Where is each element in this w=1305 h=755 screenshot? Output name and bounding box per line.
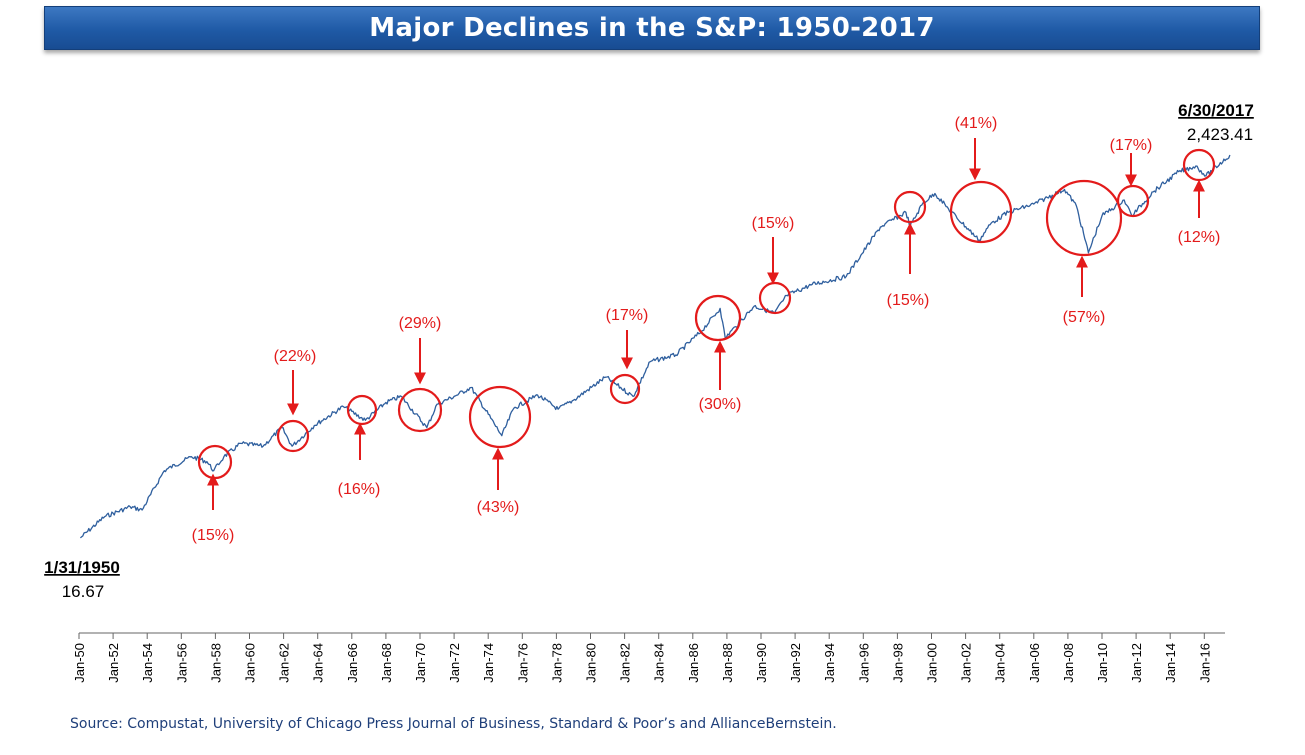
decline-label: (17%) xyxy=(606,307,649,324)
x-tick-label: Jan-52 xyxy=(106,643,121,683)
decline-circle xyxy=(468,385,532,449)
x-tick-label: Jan-66 xyxy=(345,643,360,683)
decline-label: (15%) xyxy=(192,527,235,544)
x-tick-label: Jan-98 xyxy=(890,643,905,683)
x-tick-label: Jan-04 xyxy=(993,643,1008,683)
x-tick-label: Jan-90 xyxy=(754,643,769,683)
x-tick-label: Jan-62 xyxy=(277,643,292,683)
decline-circle xyxy=(609,373,641,405)
decline-label: (15%) xyxy=(752,215,795,232)
decline-label: (57%) xyxy=(1063,309,1106,326)
x-tick-label: Jan-56 xyxy=(174,643,189,683)
decline-label: (15%) xyxy=(887,292,930,309)
x-tick-label: Jan-76 xyxy=(515,643,530,683)
x-tick-label: Jan-74 xyxy=(481,643,496,683)
x-tick-label: Jan-12 xyxy=(1129,643,1144,683)
x-tick-label: Jan-06 xyxy=(1027,643,1042,683)
end-date-label: 6/30/2017 xyxy=(1178,101,1254,120)
x-tick-label: Jan-88 xyxy=(720,643,735,683)
x-tick-label: Jan-54 xyxy=(140,643,155,683)
x-tick-label: Jan-14 xyxy=(1163,643,1178,683)
start-date-label: 1/31/1950 xyxy=(44,558,120,577)
x-tick-label: Jan-00 xyxy=(925,643,940,683)
x-tick-label: Jan-16 xyxy=(1197,643,1212,683)
source-note: Source: Compustat, University of Chicago… xyxy=(70,716,837,732)
decline-label: (22%) xyxy=(274,348,317,365)
decline-circle xyxy=(893,190,927,224)
x-tick-label: Jan-64 xyxy=(311,643,326,683)
x-tick-label: Jan-02 xyxy=(959,643,974,683)
x-tick-label: Jan-86 xyxy=(686,643,701,683)
decline-label: (41%) xyxy=(955,115,998,132)
x-tick-label: Jan-58 xyxy=(208,643,223,683)
decline-circle xyxy=(949,180,1013,244)
x-tick-label: Jan-78 xyxy=(549,643,564,683)
decline-circle xyxy=(276,419,310,453)
decline-label: (29%) xyxy=(399,315,442,332)
x-tick-label: Jan-70 xyxy=(413,643,428,683)
x-tick-label: Jan-94 xyxy=(822,643,837,683)
x-tick-label: Jan-82 xyxy=(618,643,633,683)
decline-circle xyxy=(346,394,378,426)
decline-circle xyxy=(1182,148,1216,182)
x-tick-label: Jan-60 xyxy=(243,643,258,683)
decline-circle xyxy=(694,294,742,342)
x-tick-label: Jan-68 xyxy=(379,643,394,683)
decline-label: (43%) xyxy=(477,499,520,516)
decline-circle xyxy=(397,387,443,433)
x-tick-label: Jan-08 xyxy=(1061,643,1076,683)
x-tick-label: Jan-72 xyxy=(447,643,462,683)
x-tick-label: Jan-50 xyxy=(72,643,87,683)
decline-circle xyxy=(758,281,792,315)
sp500-series-line xyxy=(79,154,1231,539)
x-tick-label: Jan-92 xyxy=(788,643,803,683)
x-tick-label: Jan-10 xyxy=(1095,643,1110,683)
x-tick-label: Jan-80 xyxy=(584,643,599,683)
chart-title: Major Declines in the S&P: 1950-2017 xyxy=(369,13,935,43)
start-value-label: 16.67 xyxy=(62,582,105,601)
x-tick-label: Jan-96 xyxy=(856,643,871,683)
title-bar: Major Declines in the S&P: 1950-2017 xyxy=(44,6,1260,50)
x-tick-label: Jan-84 xyxy=(652,643,667,683)
decline-label: (16%) xyxy=(338,481,381,498)
decline-label: (30%) xyxy=(699,396,742,413)
decline-circle xyxy=(1045,179,1123,257)
decline-label: (17%) xyxy=(1110,137,1153,154)
end-value-label: 2,423.41 xyxy=(1187,125,1253,144)
decline-label: (12%) xyxy=(1178,229,1221,246)
